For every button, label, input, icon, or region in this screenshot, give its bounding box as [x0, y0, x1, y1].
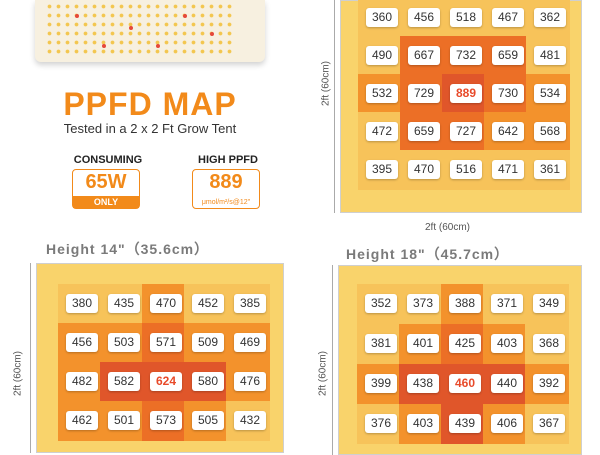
map-18in-heading: Height 18"（45.7cm） [346, 246, 510, 262]
map-18in-axis-vertical: 2ft (60cm) [317, 351, 329, 397]
page-title: PPFD MAP [63, 86, 237, 122]
axis-bracket [332, 265, 333, 455]
ppfd-value-cell: 381 [365, 334, 397, 353]
ppfd-value-cell: 395 [366, 160, 398, 179]
ppfd-value-cell: 470 [408, 160, 440, 179]
page-subtitle: Tested in a 2 x 2 Ft Grow Tent [63, 121, 237, 136]
high-ppfd-label: HIGH PPFD [198, 154, 258, 166]
ppfd-value-cell: 362 [534, 8, 566, 27]
map-12in-axis-horizontal: 2ft (60cm) [425, 222, 471, 233]
ppfd-value-cell: 456 [66, 333, 98, 352]
ppfd-value-cell: 729 [408, 84, 440, 103]
map-12in-axis-vertical: 2ft (60cm) [320, 61, 332, 107]
axis-bracket [334, 0, 335, 213]
ppfd-value-cell: 380 [66, 294, 98, 313]
ppfd-value-cell: 582 [108, 372, 140, 391]
ppfd-value-cell: 403 [407, 414, 439, 433]
ppfd-value-cell: 401 [407, 334, 439, 353]
ppfd-map-12in: 360 456 518 467 362 490 667 732 659 481 532 729 889 7… [334, 0, 582, 213]
map-14in-axis-vertical: 2ft (60cm) [12, 351, 24, 397]
ppfd-value-cell: 371 [491, 294, 523, 313]
ppfd-value-cell: 368 [533, 334, 565, 353]
ppfd-value-cell: 476 [234, 372, 266, 391]
red-led [75, 14, 79, 18]
consuming-badge: 65W ONLY [72, 169, 140, 209]
ppfd-value-cell: 659 [408, 122, 440, 141]
ppfd-value-cell: 403 [491, 334, 523, 353]
consuming-label: CONSUMING [73, 154, 143, 166]
consuming-value: 65W [85, 171, 127, 193]
high-ppfd-badge: 889 μmol/m²/s@12" [192, 169, 260, 209]
ppfd-value-cell: 361 [534, 160, 566, 179]
ppfd-value-cell: 516 [450, 160, 482, 179]
ppfd-value-cell: 432 [234, 411, 266, 430]
ppfd-value-cell: 452 [192, 294, 224, 313]
red-led [102, 44, 106, 48]
ppfd-value-cell: 438 [407, 374, 439, 393]
red-led [129, 26, 133, 30]
ppfd-value-cell: 470 [150, 294, 182, 313]
ppfd-value-cell: 509 [192, 333, 224, 352]
ppfd-value-cell: 349 [533, 294, 565, 313]
ppfd-value-cell: 406 [491, 414, 523, 433]
ppfd-value-cell: 490 [366, 46, 398, 65]
red-led [210, 32, 214, 36]
led-array [45, 2, 235, 56]
red-led [156, 44, 160, 48]
ppfd-value-cell: 462 [66, 411, 98, 430]
ppfd-value-cell: 532 [366, 84, 398, 103]
ppfd-value-cell: 642 [492, 122, 524, 141]
ppfd-value-cell: 472 [366, 122, 398, 141]
ppfd-value-cell: 352 [365, 294, 397, 313]
ppfd-value-cell: 659 [492, 46, 524, 65]
grow-light-panel [35, 0, 265, 62]
ppfd-value-cell: 730 [492, 84, 524, 103]
ppfd-value-cell: 425 [449, 334, 481, 353]
ppfd-value-cell: 467 [492, 8, 524, 27]
ppfd-value-cell: 385 [234, 294, 266, 313]
axis-bracket [30, 263, 31, 453]
ppfd-value-cell: 460 [449, 374, 481, 393]
ppfd-value-cell: 624 [150, 372, 182, 391]
ppfd-value-cell: 889 [450, 84, 482, 103]
ppfd-value-cell: 440 [491, 374, 523, 393]
ppfd-value-cell: 456 [408, 8, 440, 27]
ppfd-value-cell: 573 [150, 411, 182, 430]
ppfd-value-cell: 392 [533, 374, 565, 393]
ppfd-value-cell: 534 [534, 84, 566, 103]
ppfd-value-cell: 360 [366, 8, 398, 27]
ppfd-value-cell: 518 [450, 8, 482, 27]
ppfd-value-cell: 367 [533, 414, 565, 433]
ppfd-value-cell: 667 [408, 46, 440, 65]
ppfd-value-cell: 469 [234, 333, 266, 352]
ppfd-value-cell: 373 [407, 294, 439, 313]
ppfd-value-cell: 571 [150, 333, 182, 352]
ppfd-value-cell: 505 [192, 411, 224, 430]
ppfd-value-cell: 481 [534, 46, 566, 65]
ppfd-value-cell: 727 [450, 122, 482, 141]
high-ppfd-value: 889 [209, 171, 243, 193]
ppfd-value-cell: 482 [66, 372, 98, 391]
ppfd-value-cell: 471 [492, 160, 524, 179]
consuming-note: ONLY [73, 196, 139, 208]
ppfd-value-cell: 388 [449, 294, 481, 313]
red-led [183, 14, 187, 18]
ppfd-value-cell: 732 [450, 46, 482, 65]
ppfd-value-cell: 376 [365, 414, 397, 433]
map-14in-heading: Height 14"（35.6cm） [46, 241, 210, 257]
ppfd-value-cell: 399 [365, 374, 397, 393]
ppfd-value-cell: 435 [108, 294, 140, 313]
ppfd-value-cell: 439 [449, 414, 481, 433]
ppfd-value-cell: 580 [192, 372, 224, 391]
ppfd-map-18in: 352 373 388 371 349 381 401 425 403 368 399 438 460 4… [332, 265, 582, 455]
high-ppfd-unit: μmol/m²/s@12" [201, 199, 251, 206]
ppfd-value-cell: 501 [108, 411, 140, 430]
ppfd-map-14in: 380 435 470 452 385 456 503 571 509 469 482 582 624 5… [30, 263, 284, 453]
ppfd-value-cell: 503 [108, 333, 140, 352]
ppfd-value-cell: 568 [534, 122, 566, 141]
